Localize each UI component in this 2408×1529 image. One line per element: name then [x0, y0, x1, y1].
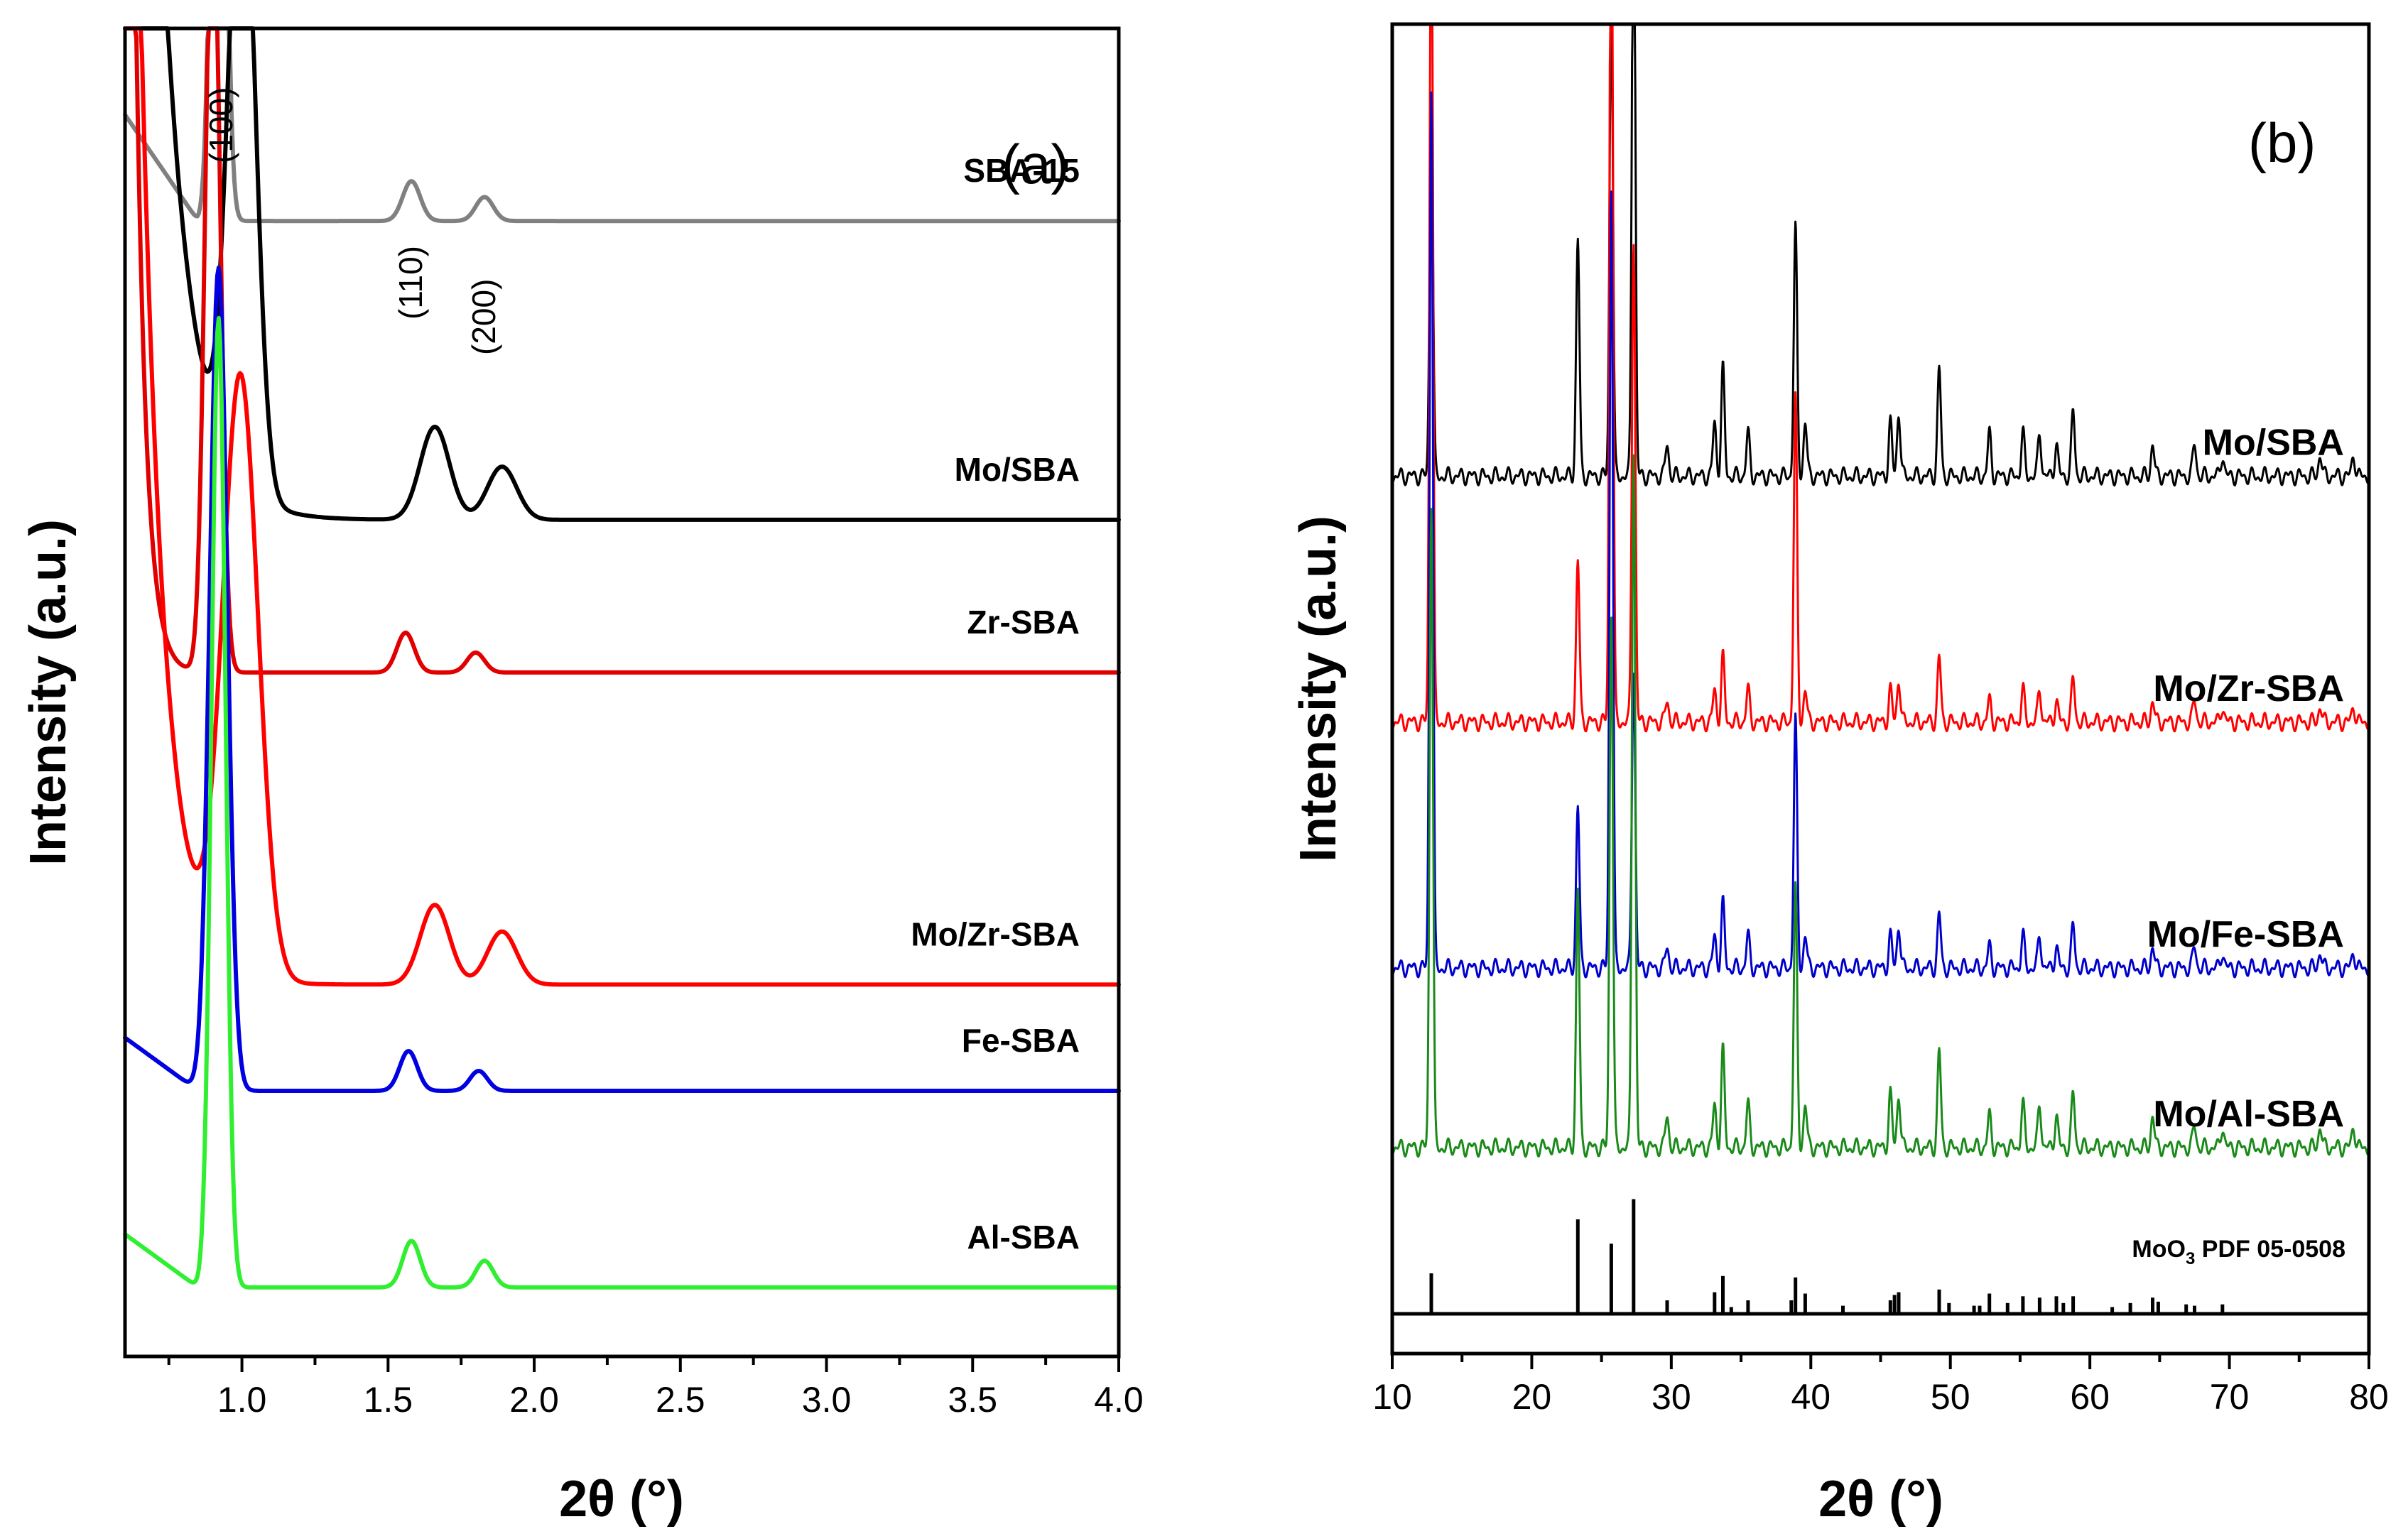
x-tick-label-4-0: 4.0	[1094, 1380, 1144, 1420]
x-tick-label-3-0: 3.0	[802, 1380, 852, 1420]
trace-al-sba	[123, 316, 1121, 1290]
trace-mo-fe-sba	[1391, 91, 2370, 979]
x-tick-label-60: 60	[2070, 1377, 2110, 1417]
x-tick-label-1-5: 1.5	[364, 1380, 413, 1420]
panel-b-wide-angle: 10 20 30 40 50 60 70 80 (b) Mo/SBA Mo/Zr-SBA Mo/F…	[1290, 22, 2389, 1528]
peak-label-200: (200)	[465, 279, 502, 355]
trace-mo-al-sba	[1391, 454, 2370, 1158]
series-label-mo-zr-sba: Mo/Zr-SBA	[2153, 668, 2344, 709]
panel-a-y-axis-title: Intensity (a.u.)	[20, 519, 77, 866]
x-tick-label-3-5: 3.5	[948, 1380, 998, 1420]
panel-a-series-labels: SBA-15 Mo/SBA Zr-SBA Mo/Zr-SBA Fe-SBA Al-SBA	[911, 152, 1080, 1256]
x-tick-label-1-0: 1.0	[217, 1380, 267, 1420]
trace-zr-sba	[123, 26, 1121, 675]
peak-label-110: (110)	[392, 246, 429, 320]
trace-mo-zr-sba	[123, 26, 1121, 987]
series-label-mo-fe-sba: Mo/Fe-SBA	[2147, 914, 2344, 955]
series-label-zr-sba: Zr-SBA	[967, 604, 1080, 641]
x-tick-label-50: 50	[1931, 1377, 1970, 1417]
panel-b-series-labels: Mo/SBA Mo/Zr-SBA Mo/Fe-SBA Mo/Al-SBA	[2147, 423, 2344, 1135]
trace-mo-zr-sba	[1391, 23, 2370, 733]
x-tick-label-40: 40	[1791, 1377, 1831, 1417]
panel-b-y-axis-title: Intensity (a.u.)	[1290, 516, 1347, 862]
x-tick-label-2-5: 2.5	[656, 1380, 705, 1420]
series-label-al-sba: Al-SBA	[967, 1219, 1080, 1256]
panel-b-reference-bars	[1429, 1199, 2225, 1314]
trace-sba-15	[123, 26, 1121, 224]
series-label-mo-al-sba: Mo/Al-SBA	[2153, 1094, 2344, 1135]
trace-fe-sba	[123, 265, 1121, 1093]
panel-b-x-ticks: 10 20 30 40 50 60 70 80	[1372, 1354, 2389, 1417]
panel-a-x-axis-title: 2θ (°)	[559, 1471, 684, 1528]
x-tick-label-80: 80	[2349, 1377, 2389, 1417]
series-label-fe-sba: Fe-SBA	[962, 1022, 1080, 1059]
reference-pattern-label: MoO3 PDF 05-0508	[2132, 1236, 2345, 1268]
panel-a-small-angle: 1.0 1.5 2.0 2.5 3.0 3.5 4.0 (a) (100) (110) (200…	[20, 26, 1144, 1528]
panel-b-x-axis-title: 2θ (°)	[1818, 1471, 1943, 1528]
panel-b-label: (b)	[2248, 111, 2316, 174]
panel-b-traces	[1391, 23, 2370, 1158]
peak-label-100: (100)	[202, 87, 239, 163]
x-tick-label-10: 10	[1372, 1377, 1412, 1417]
x-tick-label-30: 30	[1652, 1377, 1691, 1417]
panel-a-peak-labels: (100) (110) (200)	[202, 87, 502, 355]
x-tick-label-2-0: 2.0	[509, 1380, 559, 1420]
trace-mo-sba	[1391, 23, 2370, 486]
series-label-mo-zr-sba: Mo/Zr-SBA	[911, 915, 1080, 952]
x-tick-label-20: 20	[1512, 1377, 1552, 1417]
series-label-sba-15: SBA-15	[963, 152, 1080, 189]
panel-a-label: (a)	[1002, 133, 1069, 195]
series-label-mo-sba: Mo/SBA	[955, 451, 1080, 488]
series-label-mo-sba: Mo/SBA	[2203, 423, 2344, 464]
panel-a-traces	[123, 26, 1121, 1290]
x-tick-label-70: 70	[2210, 1377, 2250, 1417]
panel-a-x-ticks: 1.0 1.5 2.0 2.5 3.0 3.5 4.0	[167, 1356, 1144, 1420]
trace-mo-sba	[123, 26, 1121, 522]
panel-a-plot-frame	[123, 26, 1121, 1359]
